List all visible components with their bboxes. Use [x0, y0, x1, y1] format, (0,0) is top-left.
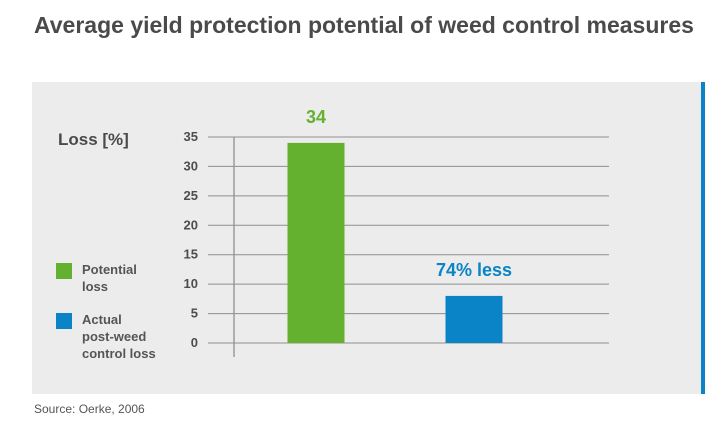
- y-tick-label: 0: [191, 335, 198, 350]
- accent-bar: [701, 82, 705, 394]
- chart-title: Average yield protection potential of we…: [34, 12, 694, 38]
- data-label-potential: 34: [306, 107, 326, 127]
- bar-actual-loss: [445, 295, 503, 343]
- legend-swatch-actual: [56, 313, 72, 329]
- y-tick-label: 20: [184, 217, 198, 232]
- y-tick-label: 5: [191, 306, 198, 321]
- chart-panel: [32, 82, 701, 394]
- y-tick-label: 15: [184, 247, 198, 262]
- y-tick-labels: 0 5 10 15 20 25 30 35: [184, 129, 198, 350]
- y-tick-label: 25: [184, 188, 198, 203]
- grid-lines: [208, 136, 609, 344]
- y-axis-label: Loss [%]: [58, 130, 129, 149]
- data-labels: 34 74% less: [306, 107, 512, 280]
- legend-label-potential: Potential loss: [82, 262, 137, 294]
- y-tick-label: 35: [184, 129, 198, 144]
- y-tick-label: 30: [184, 158, 198, 173]
- bars: [287, 142, 503, 343]
- legend-label-actual: Actual post-weed control loss: [82, 312, 156, 361]
- source-note: Source: Oerke, 2006: [34, 402, 145, 416]
- legend-swatch-potential: [56, 263, 72, 279]
- data-label-actual: 74% less: [436, 260, 512, 280]
- y-tick-label: 10: [184, 276, 198, 291]
- bar-potential-loss: [287, 142, 345, 343]
